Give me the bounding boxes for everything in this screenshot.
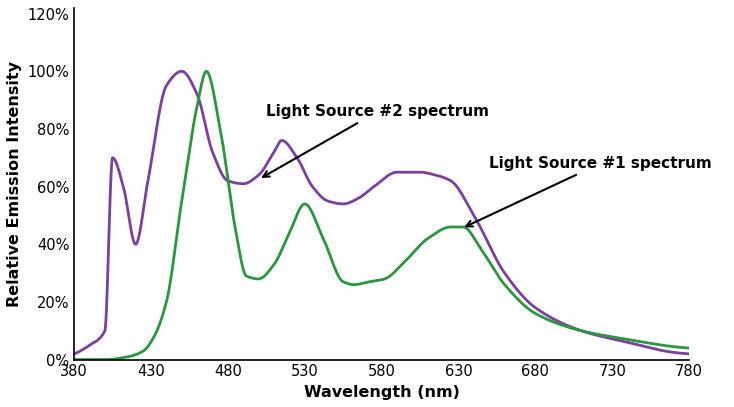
Y-axis label: Relative Emission Intensity: Relative Emission Intensity	[7, 61, 22, 307]
Text: Light Source #2 spectrum: Light Source #2 spectrum	[263, 104, 490, 177]
X-axis label: Wavelength (nm): Wavelength (nm)	[304, 385, 459, 400]
Text: Light Source #1 spectrum: Light Source #1 spectrum	[466, 156, 712, 226]
